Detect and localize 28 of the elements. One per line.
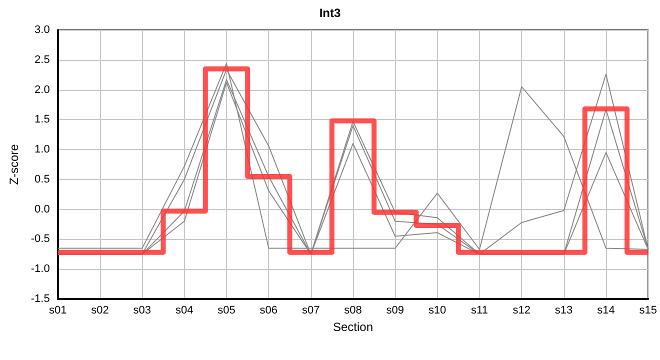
y-tick-label: 2.5 [34,54,50,66]
y-tick-label: -1.0 [30,263,50,276]
y-tick-label: -0.5 [30,233,50,246]
x-tick-label: s09 [386,304,404,316]
x-axis-title: Section [332,320,374,334]
y-tick-label: 1.5 [34,114,50,126]
y-tick-label: 3.0 [34,24,50,36]
y-tick-label: 1.0 [34,144,50,156]
x-tick-label: s04 [175,304,194,316]
x-tick-label: s06 [260,304,278,316]
y-tick-label: 2.0 [34,84,50,96]
x-tick-label: s14 [597,304,615,316]
y-tick-label: 0.0 [34,203,50,216]
x-tick-label: s02 [91,304,109,316]
x-tick-label: s10 [428,304,446,316]
x-tick-label: s12 [512,304,531,316]
x-tick-label: s07 [302,304,320,316]
x-tick-label: s08 [344,304,362,316]
x-tick-label: s01 [48,304,67,316]
x-tick-label: s03 [133,304,152,316]
x-tick-label: s05 [218,304,236,316]
y-tick-label: -1.5 [30,293,50,305]
y-axis-title: Z-score [7,144,21,185]
x-tick-label: s11 [471,304,488,316]
y-tick-label: 0.5 [34,173,50,186]
x-tick-label: s15 [639,304,658,316]
chart-title: Int3 [319,6,341,20]
x-tick-label: s13 [554,304,573,316]
